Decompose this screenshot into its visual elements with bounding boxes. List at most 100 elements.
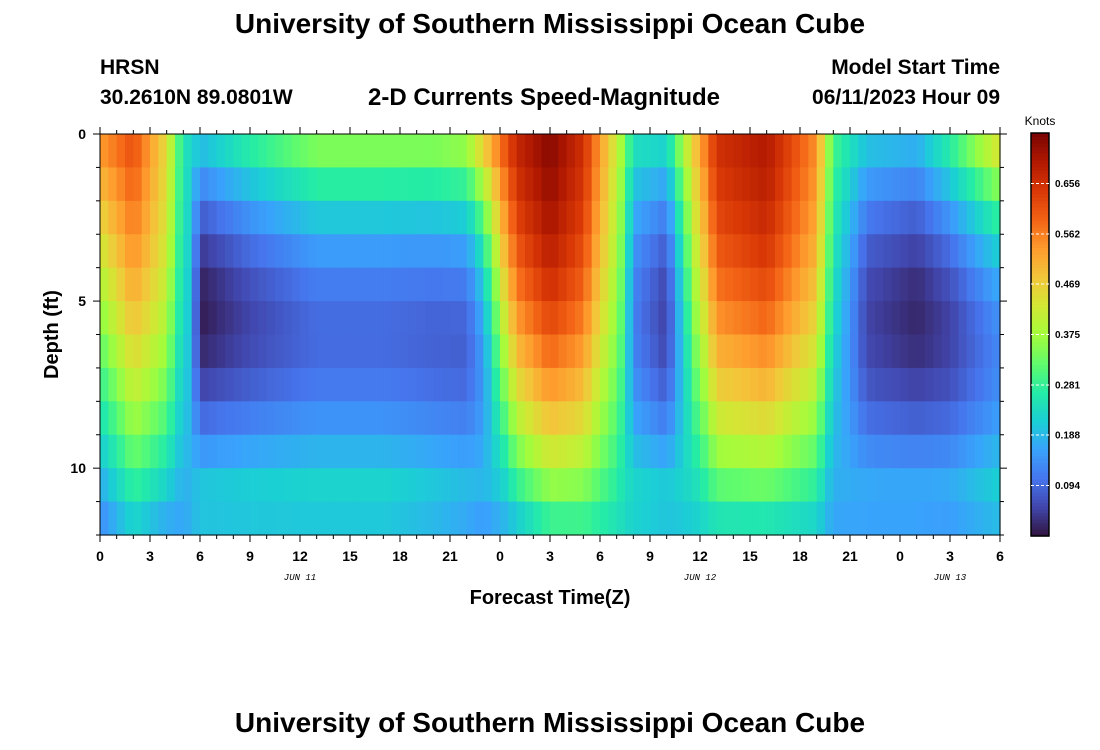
heatmap-cell: [358, 401, 368, 436]
heatmap-cell: [541, 200, 551, 235]
heatmap-cell: [108, 401, 118, 436]
heatmap-cell: [558, 200, 568, 235]
heatmap-cell: [708, 334, 718, 369]
heatmap-cell: [633, 167, 643, 202]
heatmap-cell: [275, 367, 284, 402]
heatmap-cell: [750, 468, 759, 503]
heatmap-cell: [408, 367, 418, 402]
heatmap-cell: [433, 134, 443, 169]
heatmap-cell: [258, 301, 268, 336]
heatmap-cell: [566, 334, 576, 369]
heatmap-cell: [825, 267, 834, 302]
heatmap-cell: [325, 501, 334, 536]
heatmap-cell: [350, 401, 359, 436]
heatmap-cell: [883, 401, 893, 436]
heatmap-cell: [133, 134, 143, 169]
heatmap-cell: [683, 434, 693, 469]
heatmap-cell: [366, 301, 376, 336]
colorbar-segment: [1031, 418, 1049, 423]
heatmap-cell: [725, 401, 734, 436]
heatmap-cell: [983, 434, 993, 469]
heatmap-cell: [866, 501, 876, 536]
heatmap-cell: [183, 401, 193, 436]
colorbar-segment: [1031, 371, 1049, 376]
heatmap-cell: [141, 134, 151, 169]
colorbar-segment: [1031, 341, 1049, 346]
y-tick-label: 10: [70, 460, 86, 476]
colorbar-segment: [1031, 408, 1049, 413]
heatmap-cell: [683, 468, 693, 503]
colorbar-segment: [1031, 415, 1049, 420]
heatmap-cell: [166, 434, 176, 469]
colorbar-segment: [1031, 381, 1049, 386]
heatmap-cell: [566, 401, 576, 436]
heatmap-cell: [941, 367, 951, 402]
colorbar-tick-label: 0.188: [1055, 430, 1080, 441]
heatmap-cell: [425, 301, 434, 336]
heatmap-cell: [416, 134, 426, 169]
heatmap-cell: [391, 434, 401, 469]
heatmap-cell: [875, 200, 884, 235]
heatmap-cell: [266, 434, 276, 469]
heatmap-cell: [825, 367, 834, 402]
heatmap-cell: [466, 234, 476, 269]
heatmap-cell: [583, 134, 593, 169]
heatmap-cell: [133, 401, 143, 436]
heatmap-cell: [766, 401, 776, 436]
heatmap-cell: [216, 234, 226, 269]
heatmap-cell: [250, 367, 259, 402]
heatmap-cell: [433, 334, 443, 369]
heatmap-cell: [241, 167, 251, 202]
heatmap-cell: [141, 501, 151, 536]
heatmap-cell: [100, 501, 109, 536]
colorbar-segment: [1031, 250, 1049, 255]
heatmap-cell: [508, 301, 518, 336]
heatmap-cell: [416, 200, 426, 235]
heatmap-cell: [875, 367, 884, 402]
heatmap-cell: [941, 200, 951, 235]
heatmap-cell: [700, 167, 709, 202]
heatmap-cell: [233, 234, 243, 269]
heatmap-cell: [283, 334, 293, 369]
heatmap-cell: [400, 267, 409, 302]
heatmap-cell: [500, 267, 509, 302]
heatmap-cell: [541, 267, 551, 302]
heatmap-cell: [141, 200, 151, 235]
heatmap-cell: [725, 367, 734, 402]
heatmap-cell: [216, 301, 226, 336]
heatmap-cell: [491, 267, 501, 302]
heatmap-cell: [950, 134, 959, 169]
heatmap-cell: [475, 200, 484, 235]
colorbar-segment: [1031, 452, 1049, 456]
x-tick-label: 6: [596, 548, 604, 564]
heatmap-cell: [241, 501, 251, 536]
colorbar-segment: [1031, 294, 1049, 299]
heatmap-cell: [225, 267, 234, 302]
heatmap-cell: [575, 401, 584, 436]
heatmap-cell: [425, 434, 434, 469]
heatmap-cell: [333, 301, 343, 336]
heatmap-cell: [850, 468, 859, 503]
heatmap-cell: [933, 401, 943, 436]
heatmap-cell: [758, 334, 768, 369]
heatmap-cell: [275, 401, 284, 436]
heatmap-cell: [683, 167, 693, 202]
heatmap-cell: [825, 234, 834, 269]
heatmap-cell: [191, 267, 201, 302]
colorbar-segment: [1031, 274, 1049, 279]
colorbar-segment: [1031, 468, 1049, 473]
colorbar-segment: [1031, 237, 1049, 242]
heatmap-cell: [150, 468, 159, 503]
heatmap-cell: [716, 167, 726, 202]
heatmap-cell: [983, 334, 993, 369]
heatmap-cell: [400, 200, 409, 235]
heatmap-cell: [366, 367, 376, 402]
heatmap-cell: [566, 167, 576, 202]
heatmap-cell: [416, 501, 426, 536]
heatmap-cell: [900, 367, 909, 402]
heatmap-cell: [408, 167, 418, 202]
heatmap-cell: [166, 301, 176, 336]
heatmap-cell: [958, 234, 968, 269]
colorbar-segment: [1031, 512, 1049, 517]
colorbar-segment: [1031, 472, 1049, 477]
